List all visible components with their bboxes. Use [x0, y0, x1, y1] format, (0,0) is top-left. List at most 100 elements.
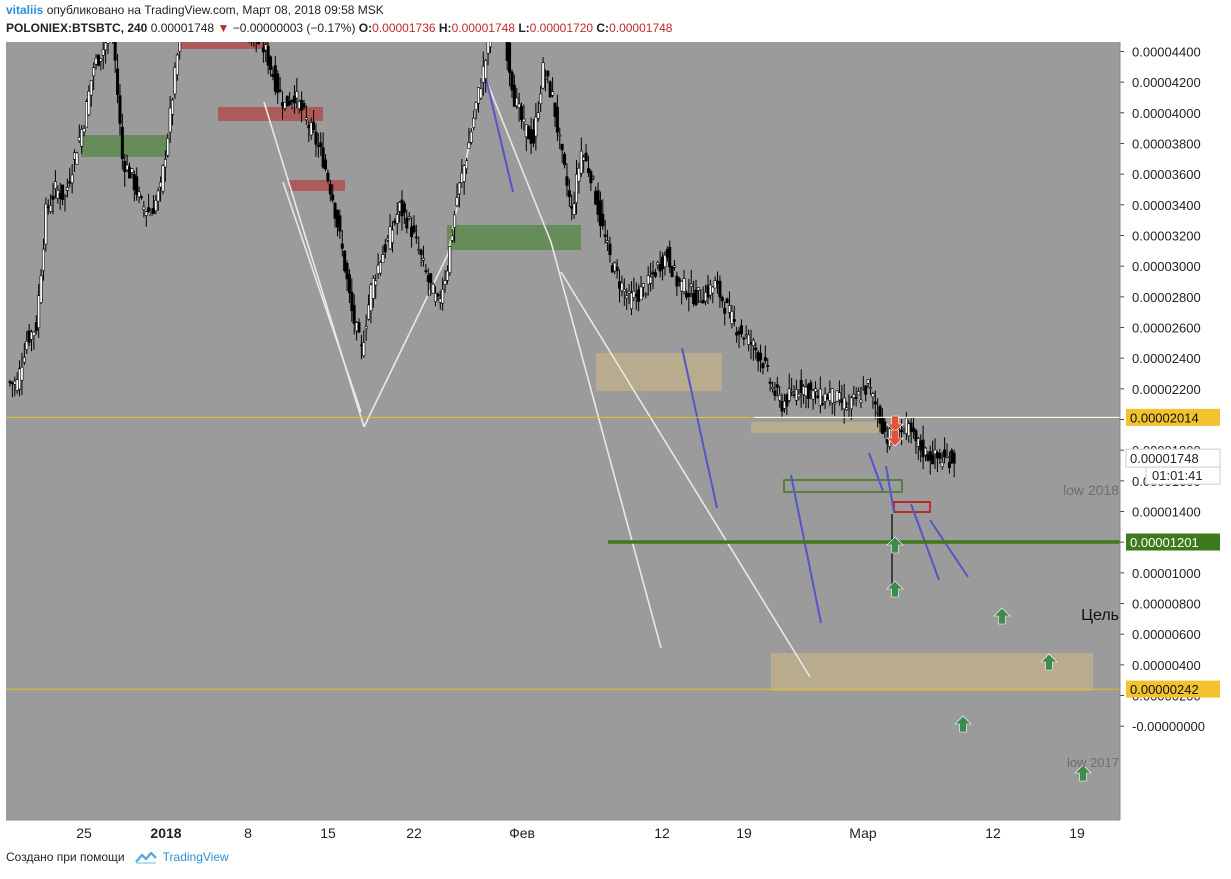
candle-body [173, 67, 177, 95]
candle-body [536, 112, 540, 119]
candle-body [271, 74, 275, 77]
candle-body [515, 97, 519, 107]
candle-body [309, 122, 313, 136]
y-tick-label: 0.00003400 [1132, 198, 1201, 213]
candle-body [763, 357, 767, 361]
candle-body [175, 54, 179, 76]
candle-body [171, 99, 175, 115]
x-tick-label: 12 [654, 825, 670, 841]
candle-body [429, 273, 433, 284]
candle-body [902, 426, 906, 429]
candle-body [520, 106, 524, 121]
candle-body [15, 379, 19, 391]
candle-body [754, 347, 758, 351]
candle-body [780, 401, 784, 412]
candle-body [99, 58, 103, 62]
target-zone [771, 653, 1093, 691]
candle-body [572, 203, 576, 215]
tradingview-link[interactable]: TradingView [162, 850, 229, 864]
y-tick-label: 0.00003600 [1132, 167, 1201, 182]
candle-body [775, 384, 779, 388]
y-tick-label: 0.00004200 [1132, 75, 1201, 90]
trend-line [550, 241, 662, 649]
candle-body [744, 334, 748, 337]
candle-body [663, 254, 667, 268]
candle-body [355, 322, 359, 332]
candle-body [8, 381, 12, 384]
candle-body [586, 168, 590, 173]
candle-body [644, 293, 648, 296]
candle-body [940, 462, 944, 468]
candle-body [486, 34, 490, 54]
x-tick-label: 15 [320, 825, 336, 841]
candle-body [646, 275, 650, 285]
candle-body [825, 396, 829, 400]
candle-body [553, 102, 557, 117]
trend-line [482, 71, 552, 243]
author-link[interactable]: vitaliis [6, 3, 44, 17]
candle-body [405, 218, 409, 229]
candle-body [53, 181, 57, 189]
plot-background [6, 42, 1120, 820]
candle-body [156, 190, 160, 202]
candle-body [596, 190, 600, 215]
candle-body [560, 143, 564, 151]
y-tick-label: 0.00004400 [1132, 44, 1201, 59]
y-tick-label: 0.00002400 [1132, 351, 1201, 366]
candle-body [804, 386, 808, 397]
y-tick-label: -0.00000000 [1132, 719, 1205, 734]
candle-body [658, 263, 662, 272]
candle-body [708, 284, 712, 296]
candle-body [120, 126, 124, 160]
y-tick-label: 0.00003200 [1132, 228, 1201, 243]
candle-body [869, 387, 873, 389]
candle-body [488, 25, 492, 48]
candle-body [828, 392, 832, 401]
candle-body [952, 452, 956, 464]
candle-body [347, 274, 351, 294]
candle-body [747, 334, 751, 345]
candle-body [335, 210, 339, 228]
low-2018-price-tag: 0.00002014 [1130, 410, 1199, 425]
candle-body [567, 190, 571, 197]
candle-body [326, 172, 330, 181]
candle-body [508, 42, 512, 73]
x-tick-label: 12 [985, 825, 1001, 841]
channel-line [790, 474, 822, 624]
close-value: 0.00001748 [609, 21, 673, 35]
candle-body [787, 388, 791, 401]
candle-body [407, 216, 411, 219]
y-tick-label: 0.00000600 [1132, 627, 1201, 642]
candle-body [759, 352, 763, 361]
candle-body [727, 305, 731, 313]
candle-body [123, 160, 127, 172]
candle-body [61, 184, 65, 200]
candle-body [321, 147, 325, 168]
candle-body [49, 205, 53, 212]
candle-body [704, 291, 708, 302]
candle-body [104, 42, 108, 51]
candle-body [857, 391, 861, 396]
candle-body [541, 62, 545, 89]
candle-body [926, 454, 930, 461]
candle-body [773, 390, 777, 396]
channel-line [681, 347, 718, 509]
x-tick-label: 19 [1069, 825, 1085, 841]
candle-body [814, 388, 818, 392]
buy-arrow-icon [886, 536, 904, 554]
candle-body [278, 89, 282, 92]
candle-body [448, 246, 452, 274]
y-tick-label: 0.00003800 [1132, 136, 1201, 151]
candle-body [433, 293, 437, 303]
candle-body [603, 234, 607, 237]
candle-body [386, 238, 390, 241]
candle-body [369, 284, 373, 312]
candle-body [531, 130, 535, 144]
candle-body [340, 243, 344, 249]
candle-body [465, 160, 469, 170]
candle-body [684, 292, 688, 298]
candle-body [455, 197, 459, 206]
candle-body [751, 339, 755, 347]
